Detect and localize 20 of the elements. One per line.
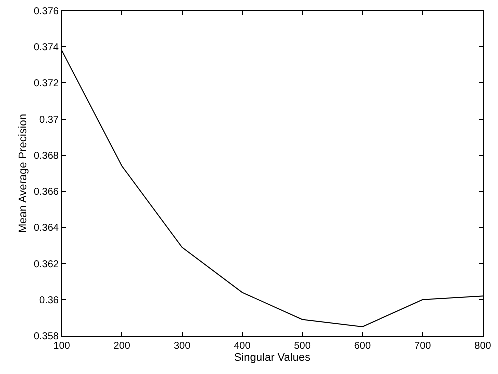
x-tick-label: 800 xyxy=(474,341,492,352)
x-tick-label: 300 xyxy=(174,341,192,352)
y-tick-label: 0.358 xyxy=(34,332,60,342)
y-tick-label: 0.372 xyxy=(34,78,60,90)
x-axis-title: Singular Values xyxy=(234,352,312,364)
y-tick-label: 0.374 xyxy=(34,42,60,54)
y-tick-label: 0.362 xyxy=(34,259,60,270)
y-tick-label: 0.364 xyxy=(34,223,60,234)
x-tick-label: 600 xyxy=(354,341,372,352)
y-tick-label: 0.36 xyxy=(40,295,60,306)
x-tick-label: 200 xyxy=(114,341,131,352)
x-tick-label: 100 xyxy=(54,341,71,352)
y-tick-label: 0.368 xyxy=(34,150,60,162)
y-tick-label: 0.37 xyxy=(40,114,60,126)
y-tick-label: 0.366 xyxy=(34,187,60,198)
y-axis-title: Mean Average Precision xyxy=(18,114,30,234)
y-tick-label: 0.376 xyxy=(34,6,60,18)
x-tick-label: 500 xyxy=(294,341,312,352)
x-tick-label: 700 xyxy=(414,341,432,352)
x-tick-label: 400 xyxy=(234,341,252,352)
